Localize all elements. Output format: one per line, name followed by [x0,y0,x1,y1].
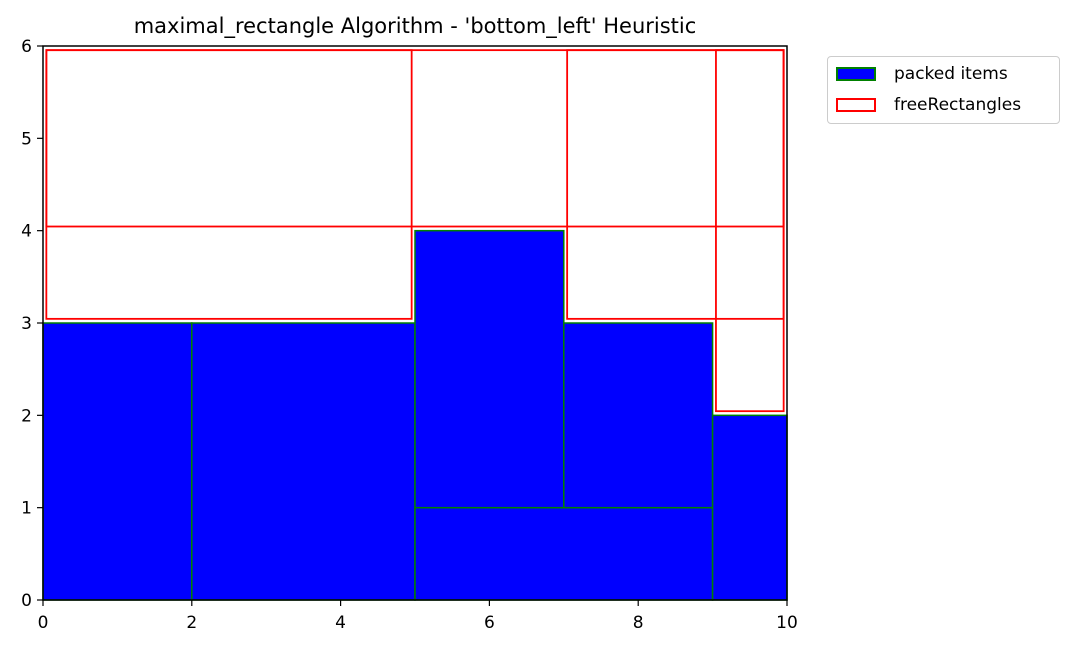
free-rectangle-0 [45,49,413,320]
packed-item-3 [414,229,565,509]
y-tick-label-0: 0 [21,591,32,611]
packed-item-0 [42,322,193,601]
packed-item-1 [191,322,416,601]
x-tick-label-3: 6 [484,613,495,633]
free-rectangle-1 [45,49,785,228]
free-rectangle-3 [715,49,785,413]
x-tick-label-5: 10 [776,613,798,633]
y-tick-label-2: 2 [21,406,32,426]
x-tick-label-2: 4 [335,613,346,633]
packed-item-5 [711,414,788,601]
x-tick-label-0: 0 [38,613,49,633]
y-tick-label-4: 4 [21,222,32,242]
free-rectangle-2 [566,49,785,320]
legend-item-free-rectangles: freeRectangles [836,94,1021,116]
plot-area [42,49,788,601]
axes: 0 2 4 6 8 10 0 1 2 3 4 5 6 [21,37,798,633]
y-tick-label-6: 6 [21,37,32,57]
legend: packed items freeRectangles [827,56,1060,124]
y-tick-label-5: 5 [21,129,32,149]
legend-swatch-packed-items [836,67,876,81]
packed-item-4 [563,322,714,509]
packed-item-2 [414,506,714,601]
x-tick-label-4: 8 [633,613,644,633]
legend-swatch-free-rectangles [836,98,876,112]
y-tick-label-3: 3 [21,314,32,334]
y-tick-label-1: 1 [21,499,32,519]
chart-title: maximal_rectangle Algorithm - 'bottom_le… [134,14,697,39]
legend-label-packed-items: packed items [894,64,1008,84]
legend-label-free-rectangles: freeRectangles [894,95,1022,115]
legend-item-packed-items: packed items [836,63,1008,85]
x-tick-label-1: 2 [186,613,197,633]
